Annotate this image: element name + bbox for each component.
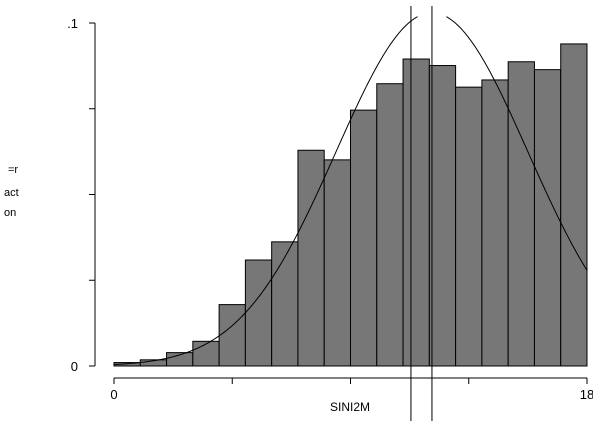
vertical-lines-layer [410,6,433,421]
x-tick-label-2: 18 [580,387,593,402]
histogram-bar-17 [533,69,562,367]
histogram-bar-14 [455,86,483,367]
histogram-bar-11 [376,83,404,367]
histogram-bar-13 [428,65,457,367]
histogram-bar-6 [244,259,273,367]
histogram-bar-4 [192,340,220,367]
x-tick-label-1: 0 [110,387,117,402]
histogram-bar-5 [218,304,246,367]
normal-curve-segment-2 [446,16,588,271]
y-tick-label-1: 0 [71,359,78,374]
histogram-bar-9 [323,159,352,367]
histogram-bar-16 [507,61,535,367]
y-tick-label-2: .1 [67,16,78,31]
histogram-bar-12 [402,58,430,367]
x-axis-title: SINI2M [330,400,370,414]
y-axis-title: =r act on [4,164,19,219]
y-axis-title-line-3: on [4,207,16,219]
histogram-bar-15 [481,79,509,367]
histogram-bar-7 [271,241,299,367]
y-axis-title-line-1: =r [8,164,18,176]
ticks-layer: 0 18 0 .1 [67,16,593,402]
histogram-bar-10 [350,109,378,367]
bars-layer [113,43,588,367]
histogram-bar-8 [297,149,325,367]
normal-curve-segment-1 [113,16,418,366]
curve-layer [113,16,588,366]
y-axis-title-line-2: act [4,187,19,199]
histogram-bar-18 [560,43,588,367]
